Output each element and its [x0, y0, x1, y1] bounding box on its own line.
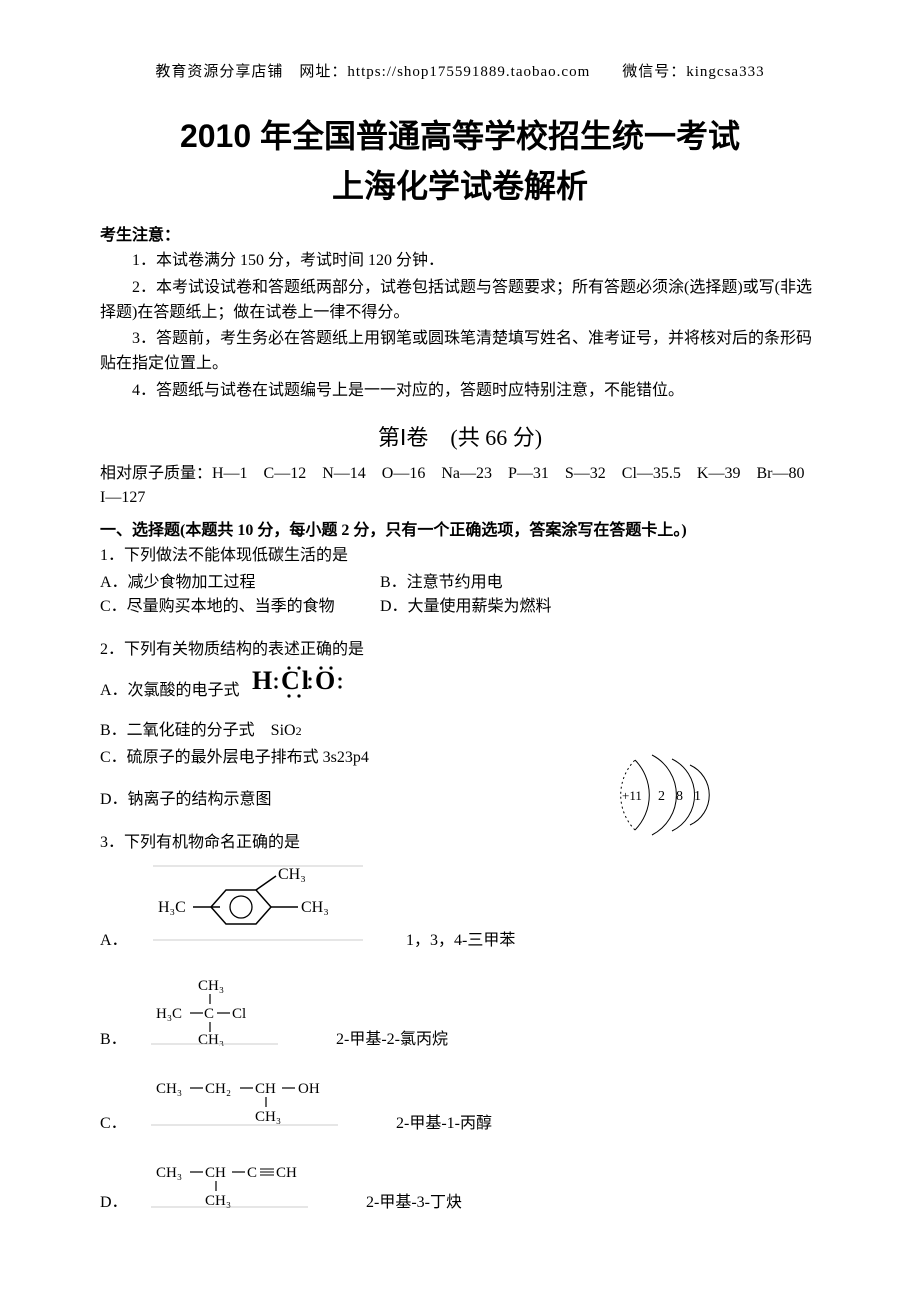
q1-stem: 1．下列做法不能体现低碳生活的是: [100, 544, 820, 569]
svg-text:CH₃: CH₃: [198, 978, 224, 994]
sodium-ion-diagram-icon: +11 2 8 1: [610, 745, 740, 845]
svg-text:CH₃: CH₃: [156, 1081, 182, 1097]
q3-option-d: D． CH₃ CH C CH CH₃ 2-甲基-3-丁炔: [100, 1155, 820, 1218]
svg-text:O: O: [315, 666, 337, 695]
q1-option-b: B．注意节约用电: [380, 571, 820, 596]
propanol-icon: CH₃ CH₂ CH OH CH₃: [148, 1075, 358, 1135]
butyne-icon: CH₃ CH C CH CH₃: [148, 1159, 328, 1214]
svg-text:2: 2: [658, 789, 665, 804]
svg-text:CH: CH: [205, 1165, 226, 1181]
page-header: 教育资源分享店铺 网址：https://shop175591889.taobao…: [100, 60, 820, 81]
q1-option-c: C．尽量购买本地的、当季的食物: [100, 595, 380, 620]
svg-text:+11: +11: [622, 788, 642, 803]
q3-c-label: C．: [100, 1109, 140, 1139]
q1-option-d: D．大量使用薪柴为燃料: [380, 595, 820, 620]
notice-3: 3．答题前，考生务必在答题纸上用钢笔或圆珠笔清楚填写姓名、准考证号，并将核对后的…: [100, 327, 820, 377]
q3-b-label: B．: [100, 1025, 140, 1055]
q3-d-name: 2-甲基-3-丁炔: [366, 1188, 462, 1218]
svg-text:C: C: [247, 1165, 257, 1181]
svg-text:Cl: Cl: [281, 666, 311, 695]
svg-text:CH₃: CH₃: [255, 1109, 281, 1125]
q3-option-b: B． CH₃ H₃C C Cl CH₃ 2-甲基-2-氯丙烷: [100, 972, 820, 1055]
svg-text:H₃C: H₃C: [156, 1006, 182, 1022]
svg-text:Cl: Cl: [232, 1006, 246, 1022]
notice-1: 1．本试卷满分 150 分，考试时间 120 分钟．: [100, 249, 820, 274]
q2-b-sub: 2: [296, 721, 302, 741]
question-1: 1．下列做法不能体现低碳生活的是 A．减少食物加工过程 B．注意节约用电 C．尽…: [100, 544, 820, 620]
svg-text:CH₃: CH₃: [301, 899, 329, 916]
section-heading: 第Ⅰ卷 (共 66 分): [100, 420, 820, 452]
svg-text:CH: CH: [255, 1081, 276, 1097]
q2-option-b: B．二氧化硅的分子式 SiO2: [100, 717, 820, 744]
title-sub: 上海化学试卷解析: [100, 161, 820, 207]
q1-option-a: A．减少食物加工过程: [100, 571, 380, 596]
q2-stem: 2．下列有关物质结构的表述正确的是: [100, 638, 820, 663]
trimethylbenzene-icon: H₃C CH₃ CH₃: [148, 862, 368, 952]
svg-text:C: C: [204, 1006, 214, 1022]
q3-a-label: A．: [100, 926, 140, 956]
svg-text:1: 1: [694, 789, 701, 804]
svg-text:CH: CH: [276, 1165, 297, 1181]
q2-b-text: B．二氧化硅的分子式 SiO: [100, 717, 296, 744]
svg-text:CH₃: CH₃: [205, 1193, 231, 1209]
q3-b-name: 2-甲基-2-氯丙烷: [336, 1025, 448, 1055]
svg-text:8: 8: [676, 789, 683, 804]
svg-text:H₃C: H₃C: [158, 899, 186, 916]
title-main: 2010 年全国普通高等学校招生统一考试: [100, 111, 820, 157]
svg-text:H: H: [252, 666, 274, 695]
q3-d-label: D．: [100, 1188, 140, 1218]
part-heading: 一、选择题(本题共 10 分，每小题 2 分，只有一个正确选项，答案涂写在答题卡…: [100, 516, 820, 540]
q3-a-name: 1，3，4-三甲苯: [406, 926, 515, 956]
chloropropane-icon: CH₃ H₃C C Cl CH₃: [148, 976, 298, 1051]
electron-formula-icon: H Cl O: [250, 663, 370, 715]
svg-text:CH₃: CH₃: [156, 1165, 182, 1181]
q3-option-c: C． CH₃ CH₂ CH OH CH₃ 2-甲基-1-丙醇: [100, 1071, 820, 1139]
notice-4: 4．答题纸与试卷在试题编号上是一一对应的，答题时应特别注意，不能错位。: [100, 379, 820, 404]
svg-text:CH₂: CH₂: [205, 1081, 231, 1097]
notice-heading: 考生注意：: [100, 221, 820, 245]
q2-option-a: A．次氯酸的电子式 H Cl O: [100, 665, 820, 717]
svg-text:OH: OH: [298, 1081, 320, 1097]
question-3: 3．下列有机物命名正确的是 A． H₃C CH₃ CH₃ 1，3，4-三甲苯 B…: [100, 831, 820, 1218]
svg-text:CH₃: CH₃: [278, 866, 306, 883]
q3-c-name: 2-甲基-1-丙醇: [396, 1109, 492, 1139]
q3-option-a: A． H₃C CH₃ CH₃ 1，3，4-三甲苯: [100, 858, 820, 956]
q2-a-text: A．次氯酸的电子式: [100, 677, 240, 704]
atomic-mass: 相对原子质量：H—1 C—12 N—14 O—16 Na—23 P—31 S—3…: [100, 462, 820, 510]
notice-2: 2．本考试设试卷和答题纸两部分，试卷包括试题与答题要求；所有答题必须涂(选择题)…: [100, 276, 820, 326]
